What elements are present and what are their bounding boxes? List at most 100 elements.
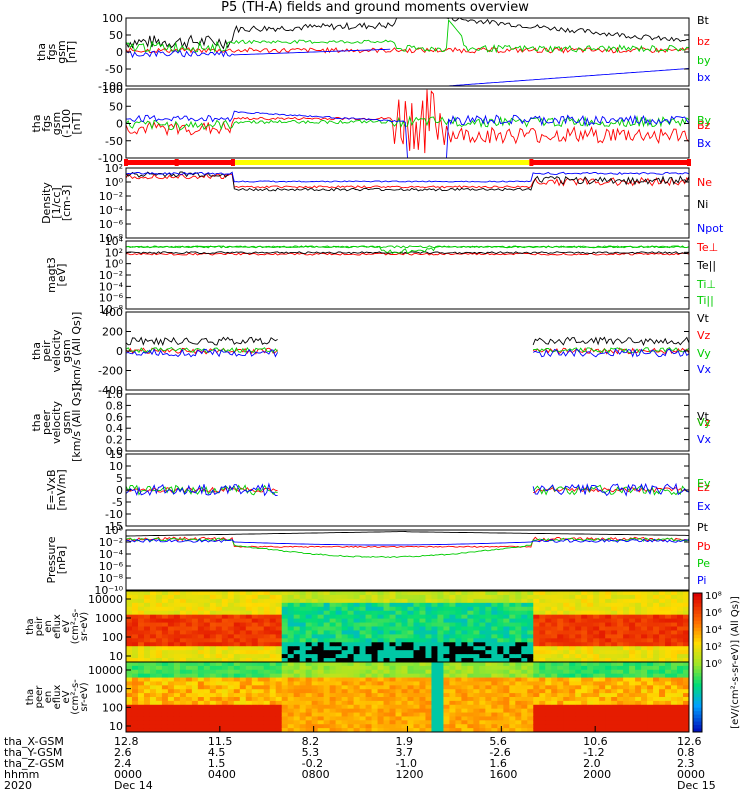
spectrogram-cell xyxy=(305,720,313,725)
spectrogram-cell xyxy=(635,677,642,682)
spectrogram-cell xyxy=(611,602,618,608)
spectrogram-cell xyxy=(401,618,408,624)
spectrogram-cell xyxy=(413,681,420,686)
spectrogram-cell xyxy=(377,614,385,620)
spectrogram-cell xyxy=(449,642,456,647)
spectrogram-cell xyxy=(473,626,480,631)
spectrogram-cell xyxy=(527,630,534,635)
spectrogram-cell xyxy=(269,658,277,663)
spectrogram-cell xyxy=(563,693,570,698)
spectrogram-cell xyxy=(437,677,444,682)
spectrogram-cell xyxy=(191,591,199,596)
spectrogram-cell xyxy=(581,693,588,698)
spectrogram-cell xyxy=(659,662,666,667)
spectrogram-cell xyxy=(317,591,325,596)
spectrogram-cell xyxy=(221,724,229,729)
spectrogram-cell xyxy=(425,650,432,655)
spectrogram-cell xyxy=(137,693,145,698)
spectrogram-cell xyxy=(473,677,480,682)
spectrogram-cell xyxy=(221,598,229,604)
spectrogram-cell xyxy=(335,602,343,608)
y-axis-label: peer xyxy=(40,410,53,436)
spectrogram-cell xyxy=(539,685,546,690)
spectrogram-cell xyxy=(455,712,462,717)
spectrogram-cell xyxy=(257,626,265,631)
y-axis-label: eflux xyxy=(52,614,63,639)
spectrogram-cell xyxy=(539,697,546,702)
spectrogram-cell xyxy=(443,638,450,643)
spectrogram-cell xyxy=(137,697,145,702)
spectrogram-cell xyxy=(413,606,420,612)
spectrogram-cell xyxy=(617,606,624,612)
spectrogram-cell xyxy=(203,658,211,663)
spectrogram-cell xyxy=(545,610,552,616)
spectrogram-cell xyxy=(311,669,319,675)
spectrogram-cell xyxy=(329,630,337,635)
spectrogram-cell xyxy=(671,724,678,729)
spectrogram-cell xyxy=(521,716,528,721)
spectrogram-cell xyxy=(503,704,510,710)
spectrogram-cell xyxy=(317,606,325,612)
spectrogram-cell xyxy=(383,650,391,655)
spectrogram-cell xyxy=(677,728,684,733)
spectrogram-cell xyxy=(323,665,331,671)
spectrogram-cell xyxy=(527,681,534,686)
spectrogram-cell xyxy=(251,654,259,659)
spectrogram-cell xyxy=(191,650,199,655)
spectrogram-cell xyxy=(401,642,408,647)
spectrogram-cell xyxy=(419,626,426,631)
spectrogram-cell xyxy=(605,610,612,616)
spectrogram-cell xyxy=(497,650,504,655)
spectrogram-cell xyxy=(413,673,420,679)
spectrogram-cell xyxy=(569,697,576,702)
spectrogram-cell xyxy=(641,681,648,686)
spectrogram-cell xyxy=(647,712,654,717)
spectrogram-cell xyxy=(473,591,480,596)
spectrogram-cell xyxy=(431,689,438,694)
spectrogram-cell xyxy=(359,610,367,616)
spectrogram-cell xyxy=(485,591,492,596)
spectrogram-cell xyxy=(605,716,612,721)
spectrogram-cell xyxy=(605,693,612,698)
spectrogram-cell xyxy=(473,704,480,710)
spectrogram-cell xyxy=(389,712,397,717)
spectrogram-cell xyxy=(377,650,385,655)
spectrogram-cell xyxy=(305,630,313,635)
spectrogram-cell xyxy=(431,591,438,596)
spectrogram-cell xyxy=(227,618,235,624)
spectrogram-cell xyxy=(137,685,145,690)
spectrogram-cell xyxy=(545,681,552,686)
spectrogram-cell xyxy=(497,630,504,635)
spectrogram-cell xyxy=(335,591,343,596)
y-axis-label: fgs xyxy=(45,43,58,60)
spectrogram-cell xyxy=(569,634,576,639)
spectrogram-cell xyxy=(581,646,588,651)
y-axis-label: [nPa] xyxy=(55,546,68,574)
spectrogram-cell xyxy=(635,654,642,659)
spectrogram-cell xyxy=(173,681,181,686)
spectrogram-cell xyxy=(437,618,444,624)
spectrogram-cell xyxy=(623,658,630,663)
panel-traces xyxy=(126,18,689,86)
spectrogram-cell xyxy=(173,700,181,706)
spectrogram-cell xyxy=(665,697,672,702)
spectrogram-cell xyxy=(593,704,600,710)
spectrogram-cell xyxy=(323,662,331,667)
spectrogram-cell xyxy=(329,614,337,620)
spectrogram-cell xyxy=(671,610,678,616)
spectrogram-cell xyxy=(557,704,564,710)
spectrogram-cell xyxy=(437,614,444,620)
spectrogram-cell xyxy=(683,700,690,706)
spectrogram-cell xyxy=(323,622,331,627)
spectrogram-cell xyxy=(485,728,492,733)
spectrogram-cell xyxy=(227,610,235,616)
spectrogram-cell xyxy=(143,673,151,679)
spectrogram-cell xyxy=(227,638,235,643)
spectrogram-cell xyxy=(155,610,163,616)
spectrogram-cell xyxy=(623,700,630,706)
spectrogram-cell xyxy=(677,630,684,635)
spectrogram-cell xyxy=(377,693,385,698)
spectrogram-cell xyxy=(509,673,516,679)
spectrogram-cell xyxy=(395,681,403,686)
spectrogram-cell xyxy=(641,646,648,651)
